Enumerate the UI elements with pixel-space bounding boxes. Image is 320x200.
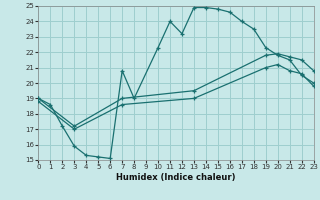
X-axis label: Humidex (Indice chaleur): Humidex (Indice chaleur) <box>116 173 236 182</box>
